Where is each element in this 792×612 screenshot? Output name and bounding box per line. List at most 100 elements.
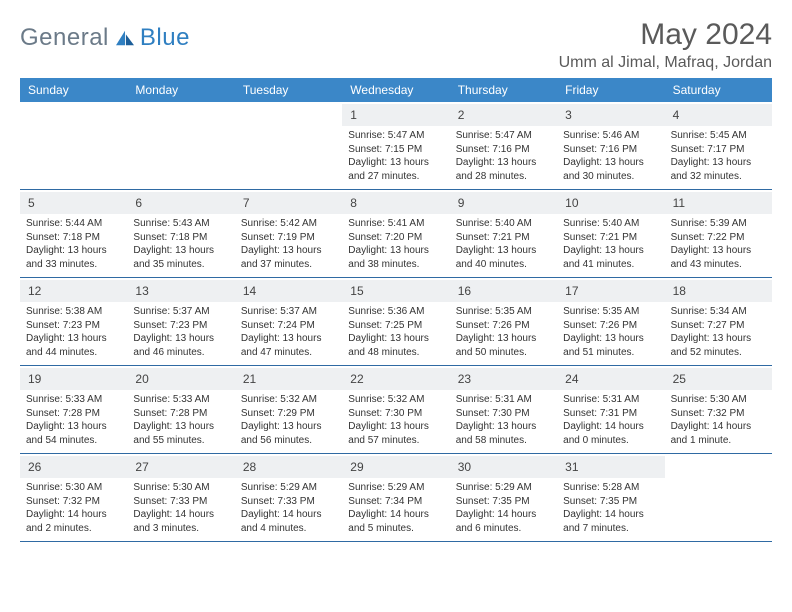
- daylight-text: Daylight: 13 hours: [133, 332, 228, 346]
- sunset-text: Sunset: 7:16 PM: [456, 143, 551, 157]
- calendar-day: 2 Sunrise: 5:47 AMSunset: 7:16 PMDaylight…: [450, 102, 557, 189]
- daylight-text: Daylight: 13 hours: [133, 244, 228, 258]
- sunset-text: Sunset: 7:19 PM: [241, 231, 336, 245]
- calendar-day: 12Sunrise: 5:38 AMSunset: 7:23 PMDayligh…: [20, 278, 127, 365]
- daylight-text: and 28 minutes.: [456, 170, 551, 184]
- daylight-text: Daylight: 14 hours: [133, 508, 228, 522]
- day-number: 7: [243, 196, 250, 210]
- sunrise-text: Sunrise: 5:28 AM: [563, 481, 658, 495]
- sunrise-text: Sunrise: 5:35 AM: [456, 305, 551, 319]
- calendar-day: 31Sunrise: 5:28 AMSunset: 7:35 PMDayligh…: [557, 454, 664, 541]
- daylight-text: and 46 minutes.: [133, 346, 228, 360]
- sunset-text: Sunset: 7:32 PM: [671, 407, 766, 421]
- day-number: 23: [458, 372, 471, 386]
- daylight-text: and 43 minutes.: [671, 258, 766, 272]
- sunrise-text: Sunrise: 5:30 AM: [26, 481, 121, 495]
- daylight-text: Daylight: 13 hours: [671, 332, 766, 346]
- daylight-text: Daylight: 14 hours: [26, 508, 121, 522]
- daylight-text: and 35 minutes.: [133, 258, 228, 272]
- sunset-text: Sunset: 7:31 PM: [563, 407, 658, 421]
- day-number: 22: [350, 372, 363, 386]
- day-number: 21: [243, 372, 256, 386]
- day-number: 4: [673, 108, 680, 122]
- sunrise-text: Sunrise: 5:47 AM: [456, 129, 551, 143]
- sunset-text: Sunset: 7:18 PM: [133, 231, 228, 245]
- sunset-text: Sunset: 7:23 PM: [26, 319, 121, 333]
- weekday-label: Thursday: [450, 78, 557, 102]
- sunset-text: Sunset: 7:30 PM: [348, 407, 443, 421]
- daylight-text: Daylight: 13 hours: [456, 244, 551, 258]
- daylight-text: Daylight: 13 hours: [563, 156, 658, 170]
- day-number: 9: [458, 196, 465, 210]
- day-number: 2: [458, 108, 465, 122]
- calendar-week: 1Sunrise: 5:47 AMSunset: 7:15 PMDaylight…: [20, 102, 772, 190]
- day-number-row: 12: [20, 280, 127, 302]
- sunrise-text: Sunrise: 5:32 AM: [241, 393, 336, 407]
- daylight-text: and 44 minutes.: [26, 346, 121, 360]
- sunrise-text: Sunrise: 5:38 AM: [26, 305, 121, 319]
- calendar-week: 26Sunrise: 5:30 AMSunset: 7:32 PMDayligh…: [20, 454, 772, 542]
- day-number-row: 1: [342, 104, 449, 126]
- day-number-row: 9: [450, 192, 557, 214]
- sunset-text: Sunset: 7:21 PM: [563, 231, 658, 245]
- daylight-text: Daylight: 13 hours: [671, 156, 766, 170]
- day-number: 30: [458, 460, 471, 474]
- daylight-text: and 47 minutes.: [241, 346, 336, 360]
- calendar-day: 19Sunrise: 5:33 AMSunset: 7:28 PMDayligh…: [20, 366, 127, 453]
- daylight-text: Daylight: 14 hours: [456, 508, 551, 522]
- daylight-text: Daylight: 13 hours: [348, 420, 443, 434]
- day-number: 17: [565, 284, 578, 298]
- sunrise-text: Sunrise: 5:40 AM: [563, 217, 658, 231]
- day-number: 27: [135, 460, 148, 474]
- sunset-text: Sunset: 7:21 PM: [456, 231, 551, 245]
- calendar-day: 13Sunrise: 5:37 AMSunset: 7:23 PMDayligh…: [127, 278, 234, 365]
- calendar-day: 4Sunrise: 5:45 AMSunset: 7:17 PMDaylight…: [665, 102, 772, 189]
- calendar-day: 14Sunrise: 5:37 AMSunset: 7:24 PMDayligh…: [235, 278, 342, 365]
- header: General Blue May 2024 Umm al Jimal, Mafr…: [20, 18, 772, 72]
- sunrise-text: Sunrise: 5:31 AM: [456, 393, 551, 407]
- sunrise-text: Sunrise: 5:33 AM: [133, 393, 228, 407]
- day-number-row: 28: [235, 456, 342, 478]
- calendar-day: 18Sunrise: 5:34 AMSunset: 7:27 PMDayligh…: [665, 278, 772, 365]
- sunrise-text: Sunrise: 5:45 AM: [671, 129, 766, 143]
- day-number: 18: [673, 284, 686, 298]
- day-number: 10: [565, 196, 578, 210]
- day-number: 1: [350, 108, 357, 122]
- daylight-text: Daylight: 13 hours: [241, 332, 336, 346]
- month-title: May 2024: [559, 18, 772, 52]
- daylight-text: Daylight: 13 hours: [563, 332, 658, 346]
- day-number-row: 14: [235, 280, 342, 302]
- calendar-day: [665, 454, 772, 541]
- sunrise-text: Sunrise: 5:37 AM: [133, 305, 228, 319]
- sunset-text: Sunset: 7:24 PM: [241, 319, 336, 333]
- daylight-text: and 48 minutes.: [348, 346, 443, 360]
- daylight-text: Daylight: 13 hours: [456, 156, 551, 170]
- daylight-text: and 1 minute.: [671, 434, 766, 448]
- sunrise-text: Sunrise: 5:46 AM: [563, 129, 658, 143]
- day-number-row: 20: [127, 368, 234, 390]
- calendar-day: 10Sunrise: 5:40 AMSunset: 7:21 PMDayligh…: [557, 190, 664, 277]
- daylight-text: and 4 minutes.: [241, 522, 336, 536]
- day-number-row: 29: [342, 456, 449, 478]
- day-number-row: 5: [20, 192, 127, 214]
- calendar-day: 23Sunrise: 5:31 AMSunset: 7:30 PMDayligh…: [450, 366, 557, 453]
- day-number: 28: [243, 460, 256, 474]
- weekday-label: Saturday: [665, 78, 772, 102]
- sunset-text: Sunset: 7:35 PM: [456, 495, 551, 509]
- sunrise-text: Sunrise: 5:32 AM: [348, 393, 443, 407]
- calendar-day: 22 Sunrise: 5:32 AMSunset: 7:30 PMDayligh…: [342, 366, 449, 453]
- daylight-text: Daylight: 14 hours: [563, 508, 658, 522]
- sunset-text: Sunset: 7:23 PM: [133, 319, 228, 333]
- sunrise-text: Sunrise: 5:31 AM: [563, 393, 658, 407]
- day-number: 8: [350, 196, 357, 210]
- weekday-label: Sunday: [20, 78, 127, 102]
- title-block: May 2024 Umm al Jimal, Mafraq, Jordan: [559, 18, 772, 72]
- sunset-text: Sunset: 7:22 PM: [671, 231, 766, 245]
- daylight-text: and 5 minutes.: [348, 522, 443, 536]
- sunset-text: Sunset: 7:16 PM: [563, 143, 658, 157]
- calendar-day: 26Sunrise: 5:30 AMSunset: 7:32 PMDayligh…: [20, 454, 127, 541]
- day-number-row: 17: [557, 280, 664, 302]
- calendar-day: 15Sunrise: 5:36 AMSunset: 7:25 PMDayligh…: [342, 278, 449, 365]
- daylight-text: Daylight: 14 hours: [671, 420, 766, 434]
- daylight-text: Daylight: 13 hours: [456, 332, 551, 346]
